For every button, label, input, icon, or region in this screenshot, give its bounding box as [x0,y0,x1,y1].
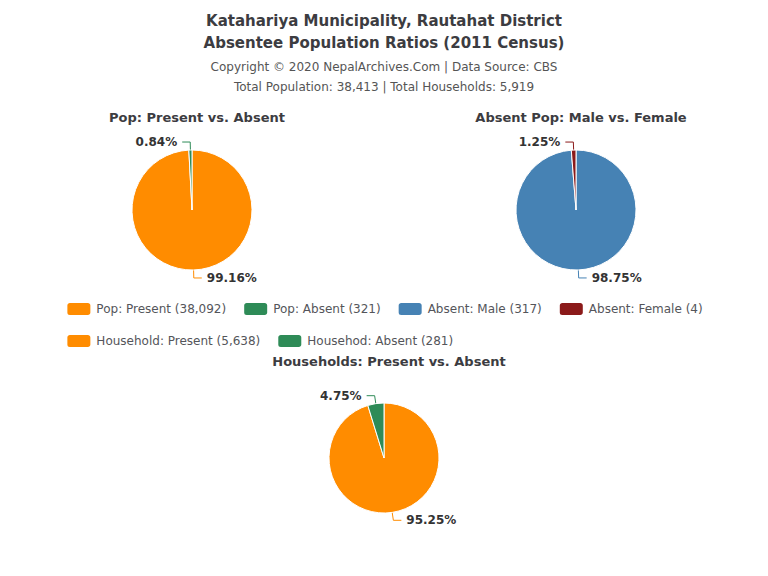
svg-text:Absent Pop: Male vs. Female: Absent Pop: Male vs. Female [475,110,687,125]
svg-text:0.84%: 0.84% [136,135,178,149]
svg-text:Pop: Present (38,092): Pop: Present (38,092) [96,302,226,316]
svg-text:Household: Present (5,638): Household: Present (5,638) [96,334,260,348]
svg-text:4.75%: 4.75% [320,389,362,403]
svg-text:Absent: Female (4): Absent: Female (4) [589,302,703,316]
svg-text:Katahariya Municipality, Rauta: Katahariya Municipality, Rautahat Distri… [206,12,562,30]
svg-text:1.25%: 1.25% [519,135,561,149]
svg-text:99.16%: 99.16% [207,271,257,285]
svg-text:Househod: Absent (281): Househod: Absent (281) [307,334,453,348]
svg-text:Pop: Present vs. Absent: Pop: Present vs. Absent [109,110,285,125]
svg-text:95.25%: 95.25% [406,513,456,527]
svg-text:Absentee Population Ratios (20: Absentee Population Ratios (2011 Census) [204,34,565,52]
svg-text:98.75%: 98.75% [592,271,642,285]
svg-text:Total Population: 38,413 | Tot: Total Population: 38,413 | Total Househo… [233,80,534,94]
svg-text:Pop: Absent (321): Pop: Absent (321) [273,302,380,316]
svg-text:Absent: Male (317): Absent: Male (317) [428,302,542,316]
svg-text:Copyright © 2020 NepalArchives: Copyright © 2020 NepalArchives.Com | Dat… [211,60,558,74]
svg-text:Households: Present vs. Absent: Households: Present vs. Absent [272,354,505,369]
